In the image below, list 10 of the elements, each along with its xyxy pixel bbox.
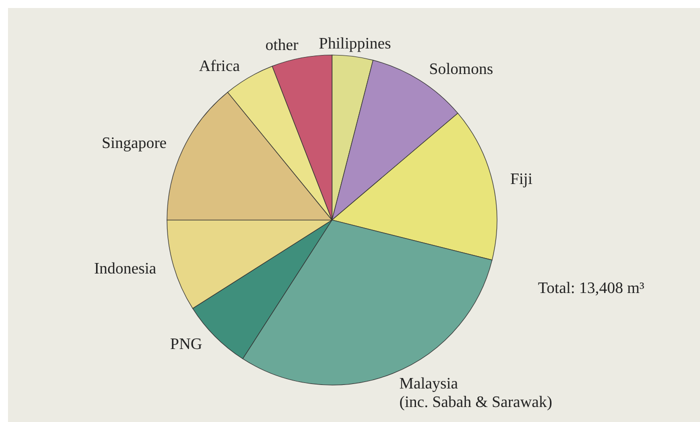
slice-label: Philippines <box>318 35 391 52</box>
slice-label: Malaysia (inc. Sabah & Sarawak) <box>399 375 552 411</box>
slice-label: Fiji <box>510 170 533 188</box>
text: Total: 13,408 m³ <box>538 280 645 297</box>
slice-label: Indonesia <box>94 260 156 278</box>
slice-label: Africa <box>198 58 240 75</box>
slice-label: PNG <box>170 335 203 352</box>
slice-label: Singapore <box>102 134 167 152</box>
slice-label: other <box>265 36 299 54</box>
slice-label: Solomons <box>429 60 494 78</box>
